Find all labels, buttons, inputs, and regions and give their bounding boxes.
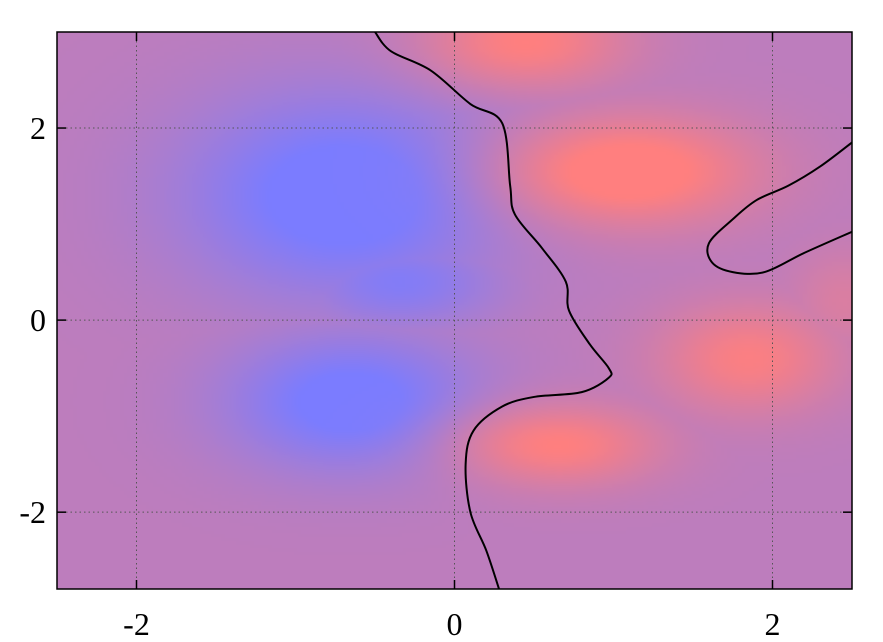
x-tick-label: 2 [765,606,781,642]
tick-labels: -2 0 2 -2 0 2 [19,110,780,642]
tick-marks [57,32,852,589]
contour-line [706,141,852,275]
y-tick-label: 0 [30,302,46,338]
x-tick-label: -2 [123,606,150,642]
x-tick-label: 0 [447,606,463,642]
grid-lines [57,32,852,589]
y-tick-label: 2 [30,110,46,146]
contour-lines [374,32,852,589]
y-tick-label: -2 [19,494,46,530]
contour-line [374,32,613,589]
